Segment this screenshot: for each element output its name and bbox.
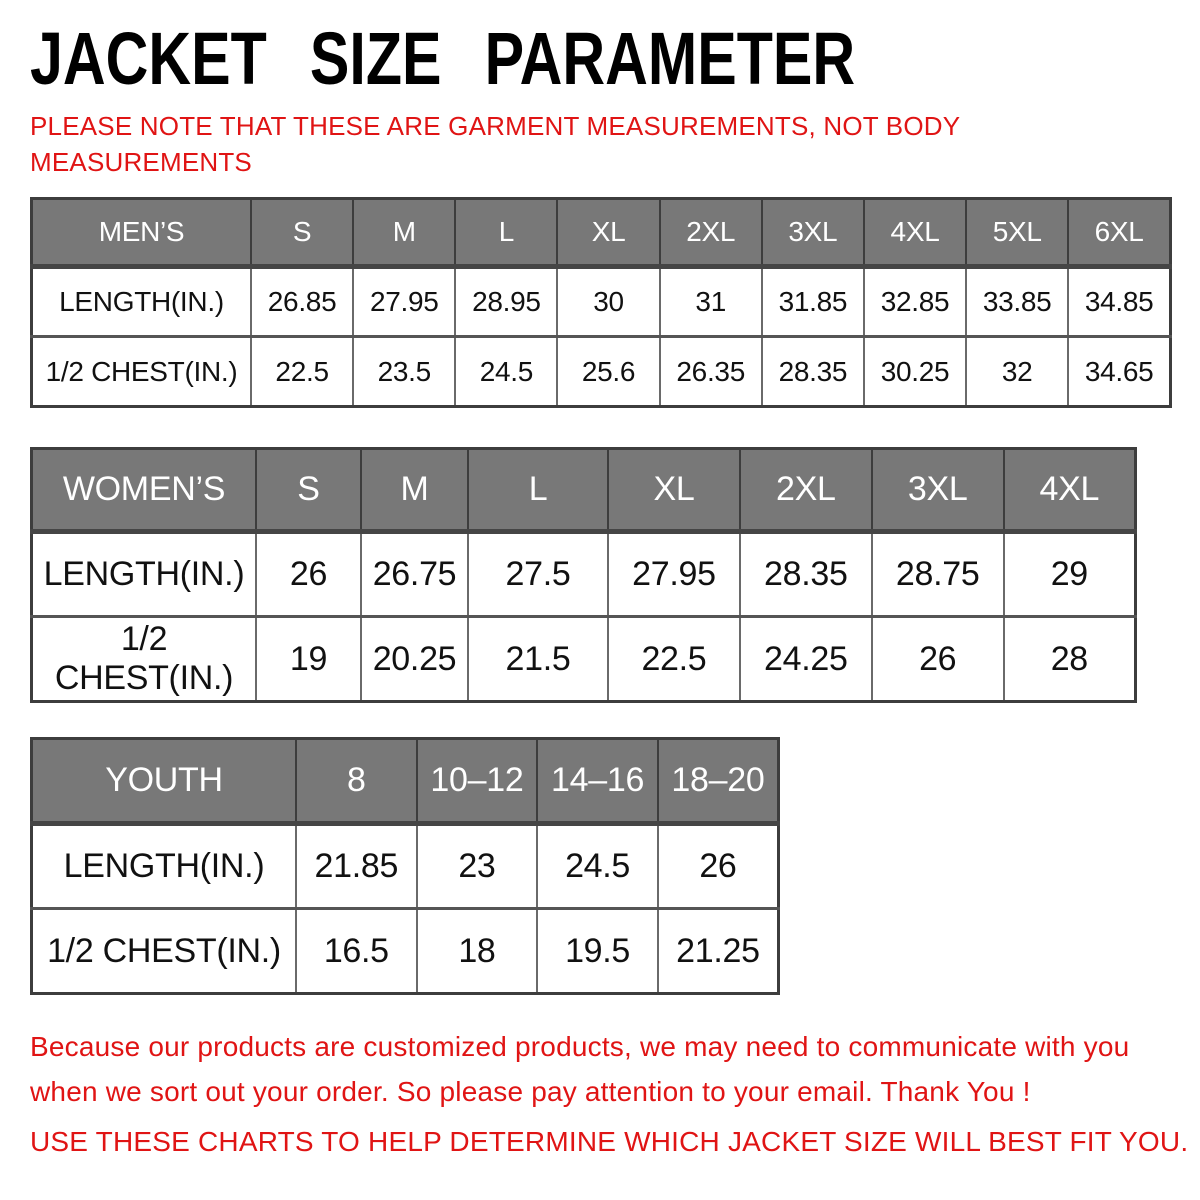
table-row: 1/2 CHEST(IN.) 19 20.25 21.5 22.5 24.25 26 28: [30, 615, 1137, 703]
header-row: MEN’S S M L XL 2XL 3XL 4XL 5XL 6XL: [30, 197, 1172, 269]
size-column-header: S: [249, 197, 355, 269]
measurement-cell: 19.5: [536, 907, 659, 995]
size-column-header: L: [454, 197, 559, 269]
table-row: 1/2 CHEST(IN.) 16.5 18 19.5 21.25: [30, 907, 780, 995]
womens-size-table: WOMEN’S S M L XL 2XL 3XL 4XL LENGTH(IN.) 26 26.75 2…: [30, 447, 1137, 703]
size-column-header: 6XL: [1067, 197, 1172, 269]
page-title: JACKET SIZE PARAMETER: [30, 17, 856, 100]
size-column-header: 5XL: [965, 197, 1070, 269]
size-column-header: M: [360, 447, 469, 534]
table-row: LENGTH(IN.) 26 26.75 27.5 27.95 28.35 28.75 29: [30, 530, 1137, 618]
size-column-header: 4XL: [862, 197, 968, 269]
size-column-header: 3XL: [760, 197, 865, 269]
row-label: LENGTH(IN.): [30, 822, 297, 910]
size-column-header: 2XL: [738, 447, 873, 534]
measurement-cell: 32.85: [862, 265, 968, 338]
measurement-cell: 27.95: [352, 265, 457, 338]
measurement-cell: 31: [658, 265, 763, 338]
measurement-cell: 30.25: [862, 335, 968, 408]
size-column-header: 4XL: [1002, 447, 1137, 534]
footer-message: Because our products are customized prod…: [30, 1031, 1130, 1107]
row-label: 1/2 CHEST(IN.): [30, 615, 257, 703]
measurement-cell: 24.25: [738, 615, 873, 703]
mens-table-title-cell: MEN’S: [30, 197, 252, 269]
measurement-cell: 27.95: [607, 530, 741, 618]
header-row: WOMEN’S S M L XL 2XL 3XL 4XL: [30, 447, 1137, 534]
youth-size-table: YOUTH 8 10–12 14–16 18–20 LENGTH(IN.) 21.85 23 2…: [30, 737, 780, 995]
measurement-cell: 18: [415, 907, 539, 995]
measurement-cell: 34.85: [1067, 265, 1172, 338]
womens-table-title-cell: WOMEN’S: [30, 447, 257, 534]
measurement-cell: 23: [415, 822, 539, 910]
youth-table-title-cell: YOUTH: [30, 737, 297, 826]
table-row: LENGTH(IN.) 21.85 23 24.5 26: [30, 822, 780, 910]
row-label: LENGTH(IN.): [30, 265, 252, 338]
size-column-header: 2XL: [658, 197, 763, 269]
table-row: LENGTH(IN.) 26.85 27.95 28.95 30 31 31.85 32.85…: [30, 265, 1172, 338]
row-label: 1/2 CHEST(IN.): [30, 335, 252, 408]
measurement-cell: 25.6: [556, 335, 661, 408]
measurement-cell: 27.5: [467, 530, 609, 618]
size-column-header: 10–12: [415, 737, 539, 826]
size-column-header: 18–20: [656, 737, 780, 826]
measurement-cell: 16.5: [295, 907, 418, 995]
size-column-header: 3XL: [870, 447, 1005, 534]
table-row: 1/2 CHEST(IN.) 22.5 23.5 24.5 25.6 26.35 28.35…: [30, 335, 1172, 408]
row-label: 1/2 CHEST(IN.): [30, 907, 297, 995]
size-column-header: 8: [295, 737, 418, 826]
measurement-cell: 32: [965, 335, 1070, 408]
measurement-cell: 33.85: [965, 265, 1070, 338]
measurement-cell: 26.35: [658, 335, 763, 408]
measurement-cell: 22.5: [607, 615, 741, 703]
measurement-cell: 26.75: [360, 530, 469, 618]
measurement-cell: 24.5: [536, 822, 659, 910]
measurement-cell: 34.65: [1067, 335, 1172, 408]
measurement-cell: 24.5: [454, 335, 559, 408]
garment-measurement-note: PLEASE NOTE THAT THESE ARE GARMENT MEASU…: [30, 111, 961, 177]
row-label: LENGTH(IN.): [30, 530, 257, 618]
footer-cta: USE THESE CHARTS TO HELP DETERMINE WHICH…: [30, 1126, 1189, 1157]
measurement-cell: 23.5: [352, 335, 457, 408]
size-column-header: 14–16: [536, 737, 659, 826]
mens-size-table: MEN’S S M L XL 2XL 3XL 4XL 5XL 6XL LENGTH(IN.) 26.8…: [30, 197, 1172, 408]
measurement-cell: 28.35: [738, 530, 873, 618]
size-column-header: S: [255, 447, 362, 534]
measurement-cell: 28: [1002, 615, 1137, 703]
measurement-cell: 26: [255, 530, 362, 618]
measurement-cell: 20.25: [360, 615, 469, 703]
header-row: YOUTH 8 10–12 14–16 18–20: [30, 737, 780, 826]
size-column-header: XL: [607, 447, 741, 534]
measurement-cell: 28.75: [870, 530, 1005, 618]
measurement-cell: 31.85: [760, 265, 865, 338]
measurement-cell: 30: [556, 265, 661, 338]
size-column-header: XL: [556, 197, 661, 269]
measurement-cell: 22.5: [249, 335, 355, 408]
measurement-cell: 28.35: [760, 335, 865, 408]
size-column-header: L: [467, 447, 609, 534]
measurement-cell: 21.85: [295, 822, 418, 910]
measurement-cell: 26: [656, 822, 780, 910]
measurement-cell: 21.25: [656, 907, 780, 995]
size-column-header: M: [352, 197, 457, 269]
measurement-cell: 29: [1002, 530, 1137, 618]
measurement-cell: 19: [255, 615, 362, 703]
measurement-cell: 21.5: [467, 615, 609, 703]
measurement-cell: 26: [870, 615, 1005, 703]
measurement-cell: 28.95: [454, 265, 559, 338]
measurement-cell: 26.85: [249, 265, 355, 338]
